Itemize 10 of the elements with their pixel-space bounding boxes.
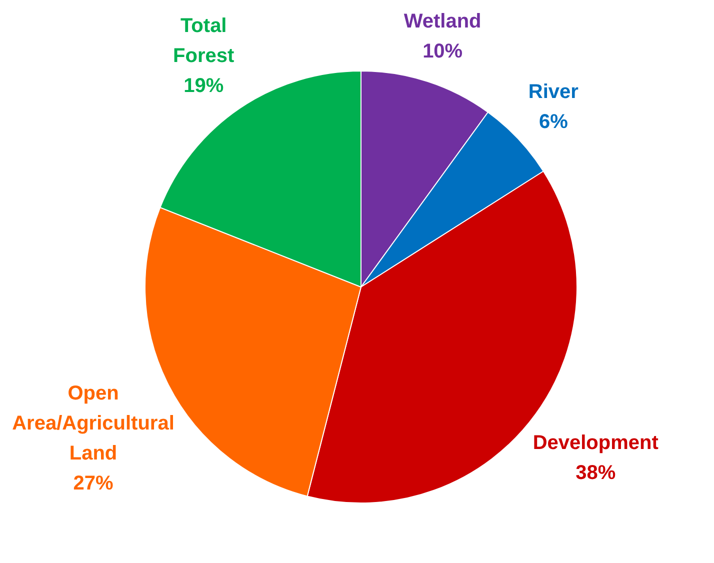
slice-label: Open Area/Agricultural Land xyxy=(12,382,174,464)
data-label: 6% xyxy=(538,110,568,133)
data-label: 38% xyxy=(576,462,616,484)
data-label: 19% xyxy=(184,75,224,98)
data-label: 10% xyxy=(422,40,463,63)
slice-label: River xyxy=(528,80,579,103)
slice-label: Development xyxy=(532,432,659,454)
data-label: 27% xyxy=(73,472,114,494)
slice-label: Total Forest xyxy=(173,15,235,68)
slice-label: Wetland xyxy=(404,10,482,33)
